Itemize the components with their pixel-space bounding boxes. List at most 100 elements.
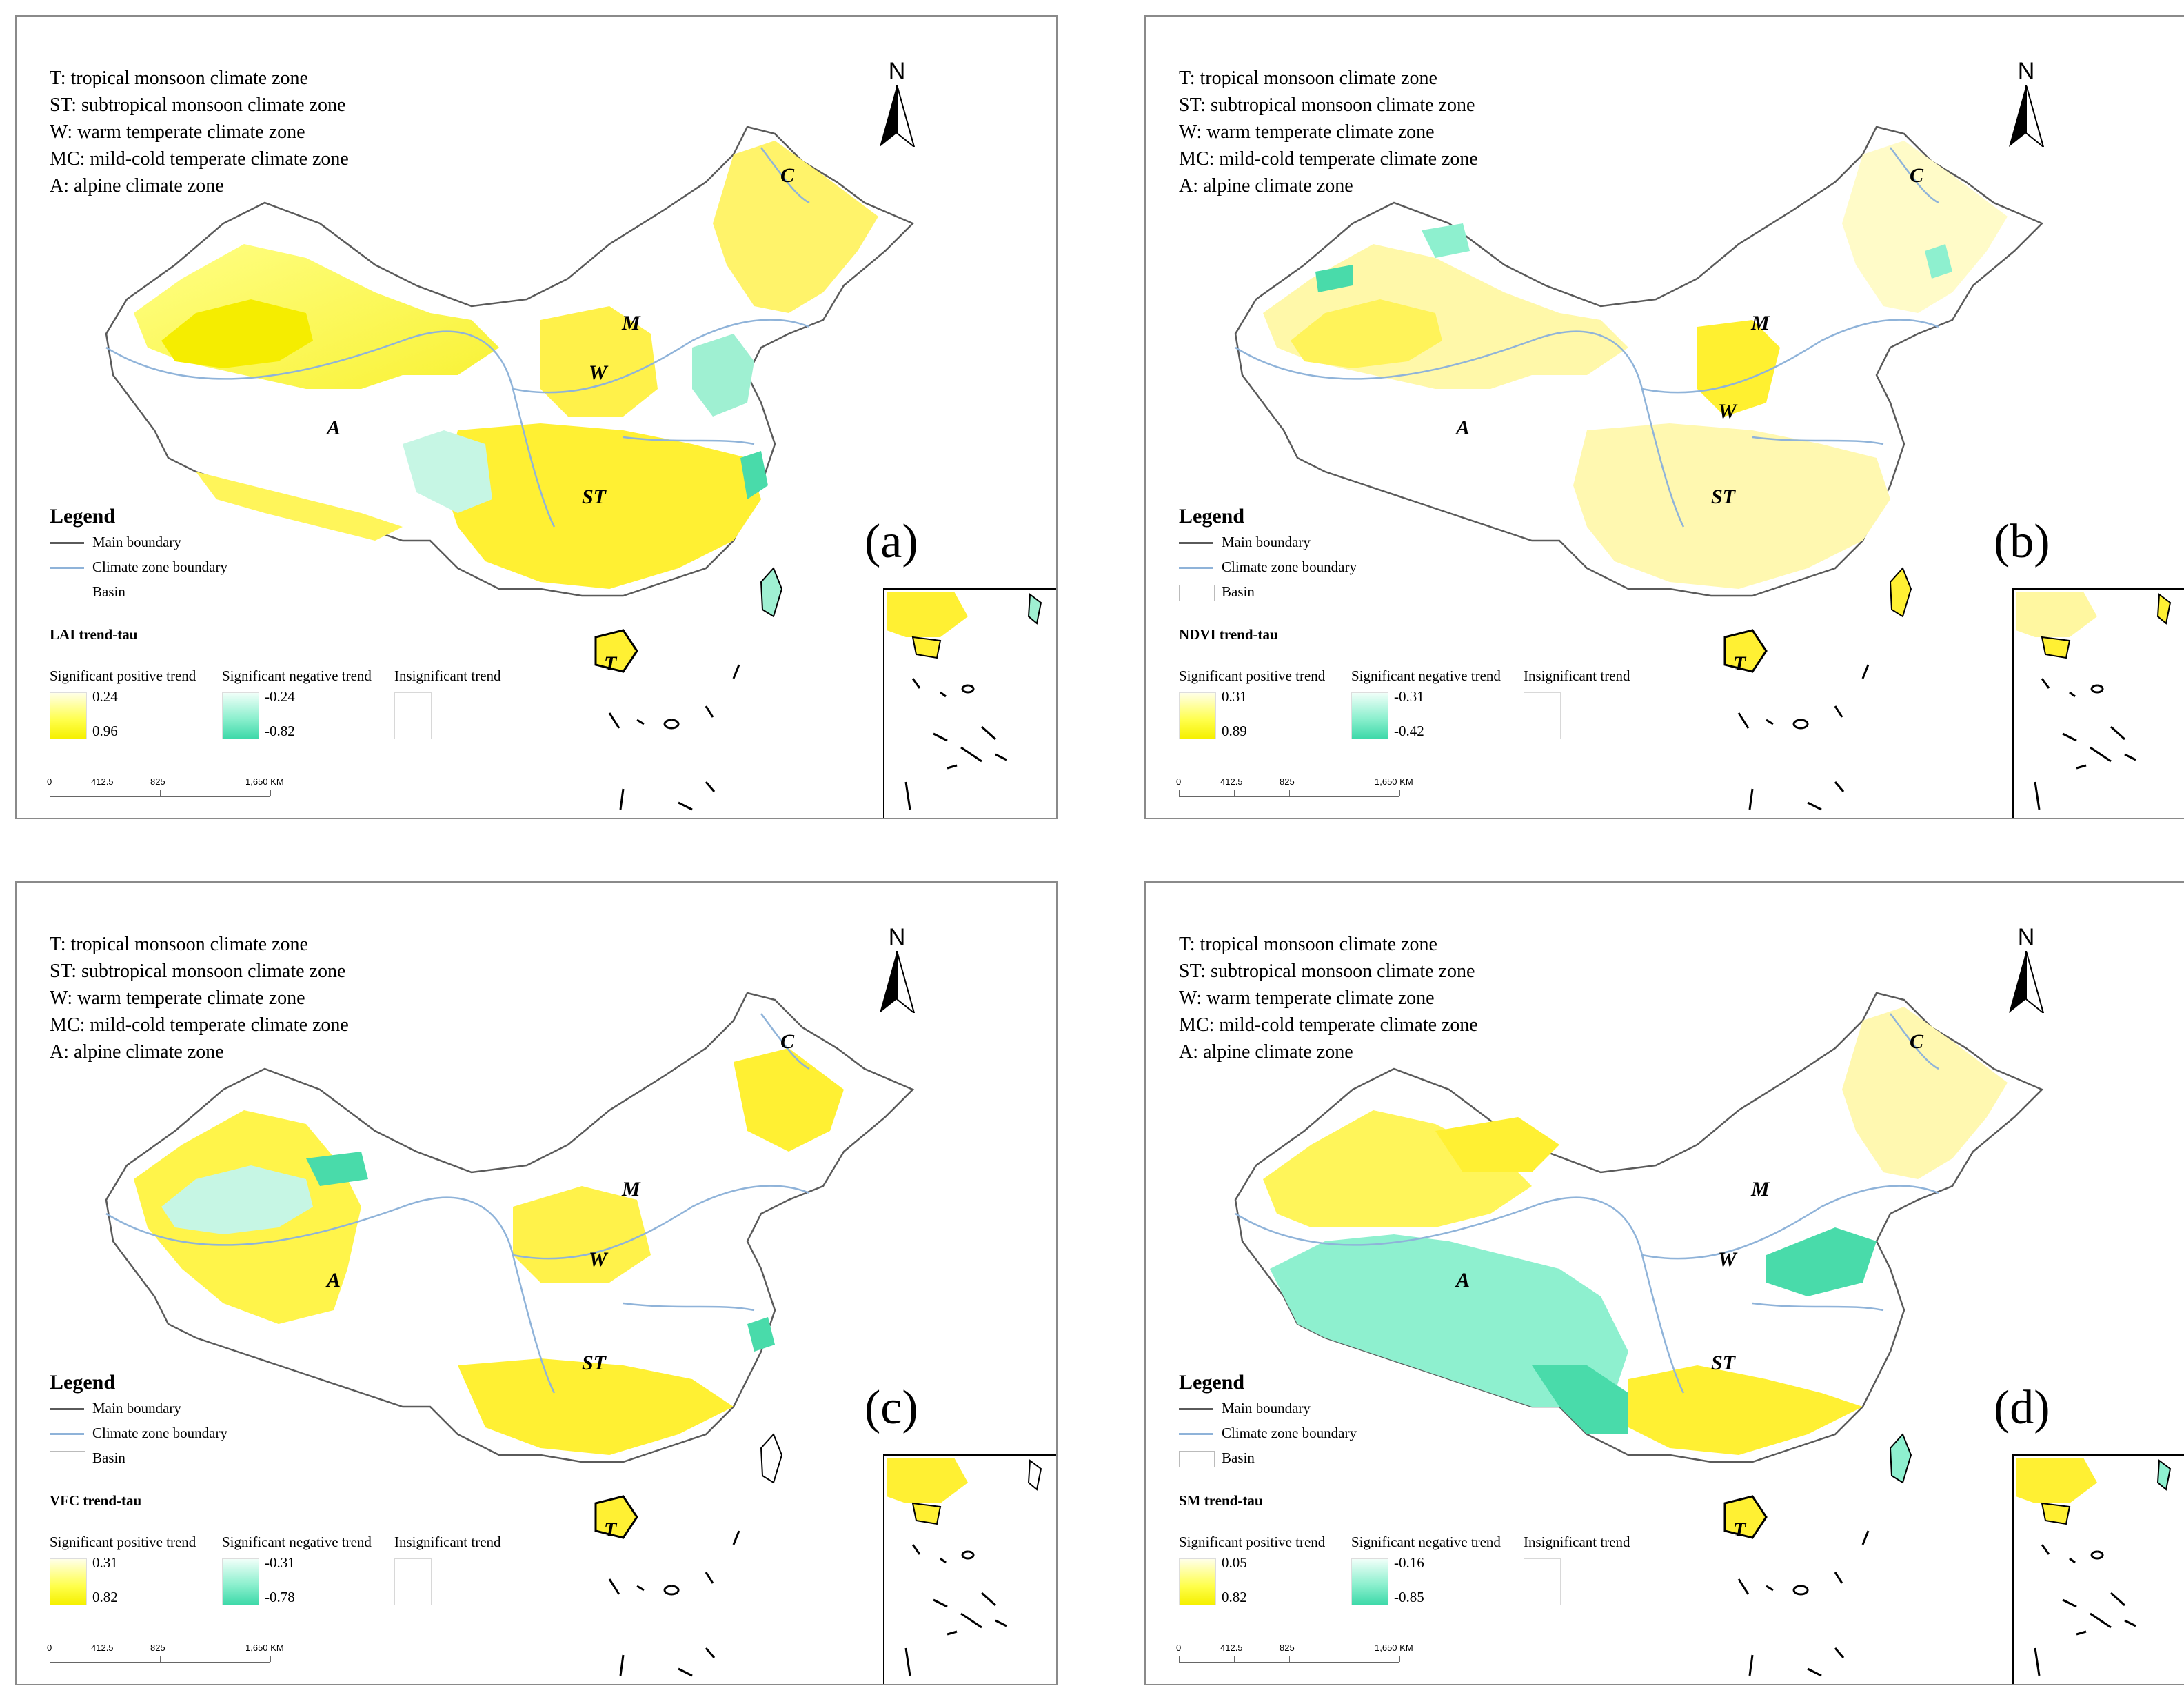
positive-min: 0.05 <box>1222 1554 1247 1571</box>
region-negative-east <box>692 334 754 417</box>
panel-label: (c) <box>865 1381 918 1434</box>
scale-label: 412.5 <box>1220 1643 1243 1653</box>
category-negative: Significant negative trend <box>1351 668 1501 684</box>
climate-zone-boundary-4 <box>760 147 810 204</box>
zone-legend-item: MC: mild-cold temperate climate zone <box>50 1014 349 1036</box>
zone-legend-item: MC: mild-cold temperate climate zone <box>1179 148 1478 170</box>
inset-map <box>2012 1454 2184 1684</box>
zone-code-st: ST <box>582 1352 607 1374</box>
climate-zone-boundary-1 <box>1235 1196 1685 1394</box>
taiwan-island <box>1889 1433 1912 1484</box>
scale-label: 825 <box>1280 776 1295 787</box>
climate-zone-boundary-3 <box>1752 436 1884 445</box>
region-negative-coast <box>740 451 768 499</box>
legend-main-boundary-label: Main boundary <box>92 534 181 550</box>
south-sea-islands <box>608 1530 740 1677</box>
north-arrow: N <box>2002 924 2050 1016</box>
north-label: N <box>888 58 906 84</box>
negative-max: -0.82 <box>265 723 295 739</box>
zone-code-a: A <box>327 1269 341 1292</box>
map-panel-a: T: tropical monsoon climate zone ST: sub… <box>15 15 1058 819</box>
taiwan-island <box>760 1433 783 1484</box>
zone-legend: T: tropical monsoon climate zone ST: sub… <box>1179 931 1478 1065</box>
zone-code-t: T <box>604 652 617 675</box>
north-label: N <box>2017 924 2035 950</box>
climate-zone-boundary-4 <box>1889 1013 1939 1070</box>
scale-label: 412.5 <box>91 1643 114 1653</box>
scale-bar: 0 412.5 825 1,650 KM <box>47 776 284 808</box>
map-panel-d: T: tropical monsoon climate zone ST: sub… <box>1144 881 2184 1685</box>
positive-min: 0.31 <box>92 1554 118 1571</box>
zone-legend-item: T: tropical monsoon climate zone <box>1179 68 1437 89</box>
climate-zone-boundary-4 <box>760 1013 810 1070</box>
scale-label: 0 <box>47 1643 52 1653</box>
north-label: N <box>2017 58 2035 84</box>
climate-zone-boundary-2 <box>512 1185 810 1260</box>
zone-legend-item: W: warm temperate climate zone <box>50 987 305 1009</box>
china-map <box>105 126 1056 818</box>
scale-bar: 0 412.5 825 1,650 KM <box>1176 776 1413 808</box>
zone-legend-item: ST: subtropical monsoon climate zone <box>50 94 346 116</box>
scale-label: 0 <box>1176 1643 1182 1653</box>
region-negative-northwest <box>1315 265 1353 292</box>
insignificant-swatch <box>1524 1558 1561 1605</box>
zone-code-w: W <box>1718 400 1737 423</box>
scale-bar: 0 412.5 825 1,650 KM <box>1176 1643 1413 1674</box>
positive-max: 0.82 <box>92 1589 118 1605</box>
category-insignificant: Insignificant trend <box>1524 668 1630 684</box>
negative-min: -0.24 <box>265 688 295 705</box>
climate-zone-boundary-3 <box>1752 1302 1884 1312</box>
zone-legend-item: W: warm temperate climate zone <box>50 121 305 143</box>
zone-code-a: A <box>1456 417 1470 439</box>
panel-label: (a) <box>865 515 918 568</box>
zone-legend-item: MC: mild-cold temperate climate zone <box>50 148 349 170</box>
category-negative: Significant negative trend <box>222 668 372 684</box>
zone-legend-item: ST: subtropical monsoon climate zone <box>1179 961 1475 982</box>
zone-legend-item: W: warm temperate climate zone <box>1179 121 1435 143</box>
region-tarim <box>1291 299 1442 368</box>
taiwan-island <box>760 567 783 618</box>
north-arrow: N <box>2002 58 2050 150</box>
region-negative-east <box>1766 1227 1877 1296</box>
zone-legend-item: T: tropical monsoon climate zone <box>50 934 308 955</box>
legend-basin-label: Basin <box>92 583 125 600</box>
zone-legend: T: tropical monsoon climate zone ST: sub… <box>1179 65 1478 199</box>
legend-title: Legend <box>1179 505 1245 528</box>
legend-main-boundary-label: Main boundary <box>92 1400 181 1416</box>
category-positive: Significant positive trend <box>1179 1534 1326 1550</box>
category-positive: Significant positive trend <box>1179 668 1326 684</box>
insignificant-swatch <box>394 692 432 739</box>
region-northeast <box>1842 1007 2008 1179</box>
scale-label: 1,650 KM <box>1375 776 1413 787</box>
north-arrow: N <box>873 924 921 1016</box>
insignificant-swatch <box>394 1558 432 1605</box>
scale-label: 825 <box>1280 1643 1295 1653</box>
region-negative-southwest <box>403 430 492 513</box>
positive-gradient <box>1179 1558 1216 1605</box>
category-insignificant: Insignificant trend <box>1524 1534 1630 1550</box>
china-map <box>105 992 1056 1684</box>
south-sea-islands <box>1737 664 1870 811</box>
region-south <box>1573 423 1890 589</box>
hainan-island <box>594 1495 638 1539</box>
panel-label: (b) <box>1994 515 2050 568</box>
negative-gradient <box>222 692 259 739</box>
zone-code-m: M <box>1751 312 1770 334</box>
zone-code-m: M <box>1751 1178 1770 1201</box>
taiwan-island <box>1889 567 1912 618</box>
negative-max: -0.85 <box>1394 1589 1424 1605</box>
south-sea-islands <box>1737 1530 1870 1677</box>
positive-gradient <box>1179 692 1216 739</box>
region-negative-plateau <box>1270 1234 1628 1407</box>
region-negative-northeast <box>1925 244 1952 279</box>
zone-code-st: ST <box>1711 485 1736 508</box>
zone-legend-item: MC: mild-cold temperate climate zone <box>1179 1014 1478 1036</box>
zone-code-c: C <box>780 164 795 187</box>
legend-basin-label: Basin <box>92 1449 125 1466</box>
positive-min: 0.31 <box>1222 688 1247 705</box>
negative-max: -0.78 <box>265 1589 295 1605</box>
inset-map <box>883 1454 1056 1684</box>
negative-min: -0.31 <box>265 1554 295 1571</box>
zone-legend-item: T: tropical monsoon climate zone <box>50 68 308 89</box>
legend-climate-boundary-label: Climate zone boundary <box>1222 1425 1357 1441</box>
